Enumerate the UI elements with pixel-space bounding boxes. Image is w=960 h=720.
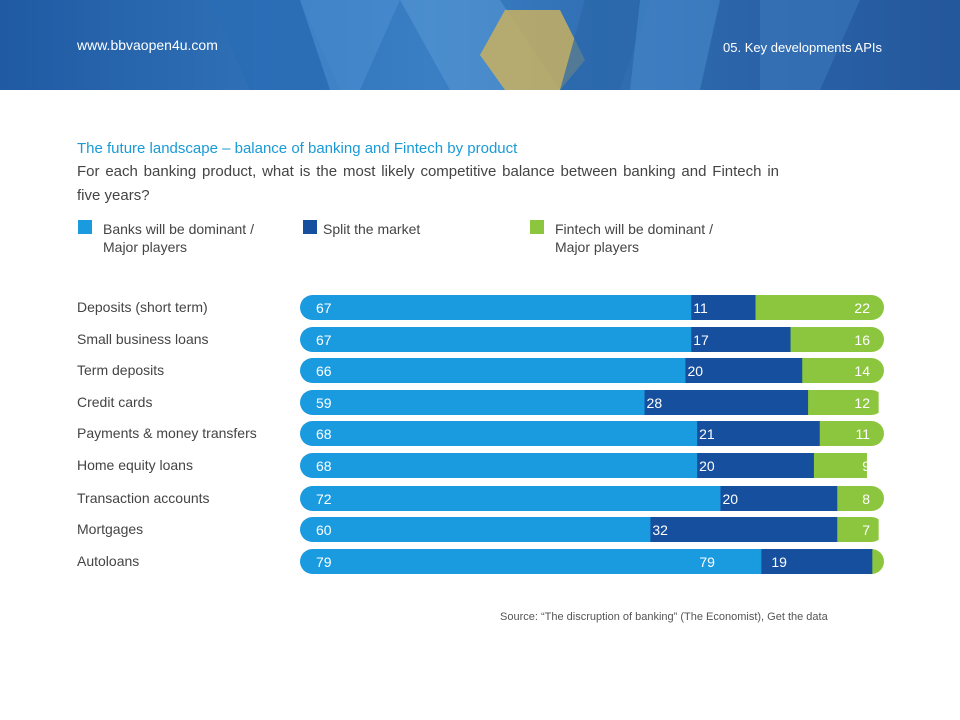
site-url-link[interactable]: www.bbvaopen4u.com	[77, 37, 218, 53]
chart-subtitle: For each banking product, what is the mo…	[77, 163, 779, 204]
bar-segment-banks-will-be-dominant-autoloans	[300, 549, 762, 574]
category-label-credit-cards: Credit cards	[77, 394, 152, 410]
category-label-small-business-loans: Small business loans	[77, 331, 209, 347]
legend-label-banks: Banks will be dominant / Major players	[103, 221, 254, 255]
data-label-term-deposits-0: 66	[316, 363, 332, 379]
bar-row-small-business-loans	[300, 327, 884, 352]
data-label-small-business-loans-1: 17	[693, 332, 709, 348]
data-label-deposits-short-term-0: 67	[316, 300, 332, 316]
data-label-mortgages-0: 60	[316, 522, 332, 538]
category-label-home-equity-loans: Home equity loans	[77, 457, 193, 473]
data-label-transaction-accounts-2: 8	[862, 491, 870, 507]
bar-segment-split-the-market-deposits-short-term	[691, 295, 757, 320]
bar-segment-split-the-market-home-equity-loans	[697, 453, 815, 478]
data-label-payments-money-transfers-1: 21	[699, 426, 715, 442]
bar-segment-fintech-will-be-dominant-autoloans	[872, 549, 884, 574]
data-label-payments-money-transfers-2: 11	[855, 426, 870, 442]
category-label-mortgages: Mortgages	[77, 521, 143, 537]
data-label-deposits-short-term-1: 11	[693, 300, 708, 316]
bar-segment-fintech-will-be-dominant-credit-cards	[808, 390, 879, 415]
legend-swatch-banks	[78, 220, 92, 234]
bar-row-credit-cards	[300, 390, 879, 415]
bar-row-home-equity-loans	[300, 453, 867, 478]
data-label-term-deposits-1: 20	[687, 363, 703, 379]
category-label-term-deposits: Term deposits	[77, 362, 164, 378]
category-label-payments-money-transfers: Payments & money transfers	[77, 425, 257, 441]
data-label-home-equity-loans-0: 68	[316, 458, 332, 474]
bar-segment-banks-will-be-dominant-term-deposits	[300, 358, 686, 383]
data-label-autoloans-1: 79	[699, 554, 715, 570]
header-banner: www.bbvaopen4u.com 05. Key developments …	[0, 0, 960, 90]
bar-segment-fintech-will-be-dominant-small-business-loans	[790, 327, 884, 352]
category-label-transaction-accounts: Transaction accounts	[77, 490, 210, 506]
data-label-transaction-accounts-0: 72	[316, 491, 332, 507]
bar-segment-banks-will-be-dominant-mortgages	[300, 517, 651, 542]
section-label: 05. Key developments APIs	[723, 40, 882, 55]
category-label-autoloans: Autoloans	[77, 553, 139, 569]
bar-segment-fintech-will-be-dominant-deposits-short-term	[755, 295, 884, 320]
legend-swatch-split	[303, 220, 317, 234]
bar-segment-split-the-market-credit-cards	[644, 390, 809, 415]
bar-segment-fintech-will-be-dominant-transaction-accounts	[837, 486, 884, 511]
data-label-payments-money-transfers-0: 68	[316, 426, 332, 442]
bar-segment-split-the-market-mortgages	[650, 517, 838, 542]
bar-row-autoloans	[300, 549, 884, 574]
bar-segment-banks-will-be-dominant-small-business-loans	[300, 327, 692, 352]
data-label-mortgages-2: 7	[862, 522, 870, 538]
data-label-credit-cards-0: 59	[316, 395, 332, 411]
legend-label-split: Split the market	[323, 221, 421, 237]
bar-segment-split-the-market-transaction-accounts	[720, 486, 838, 511]
banner-background	[0, 0, 960, 90]
category-label-deposits-short-term: Deposits (short term)	[77, 299, 208, 315]
bar-segment-banks-will-be-dominant-transaction-accounts	[300, 486, 721, 511]
chart-title: The future landscape – balance of bankin…	[77, 140, 518, 157]
bar-segment-banks-will-be-dominant-home-equity-loans	[300, 453, 698, 478]
data-label-autoloans-2: 19	[771, 554, 787, 570]
legend-label-fintech: Fintech will be dominant / Major players	[555, 221, 713, 255]
bar-segment-fintech-will-be-dominant-term-deposits	[802, 358, 884, 383]
bar-segment-banks-will-be-dominant-deposits-short-term	[300, 295, 692, 320]
bar-segment-fintech-will-be-dominant-home-equity-loans	[813, 453, 867, 478]
data-label-autoloans-0: 79	[316, 554, 332, 570]
bar-row-transaction-accounts	[300, 486, 884, 511]
bar-row-deposits-short-term	[300, 295, 884, 320]
bar-segment-split-the-market-small-business-loans	[691, 327, 792, 352]
data-label-small-business-loans-2: 16	[854, 332, 870, 348]
bar-row-mortgages	[300, 517, 879, 542]
bar-segment-banks-will-be-dominant-credit-cards	[300, 390, 646, 415]
bar-segment-split-the-market-autoloans	[761, 549, 873, 574]
data-label-mortgages-1: 32	[652, 522, 668, 538]
data-label-home-equity-loans-1: 20	[699, 458, 715, 474]
data-label-credit-cards-1: 28	[647, 395, 663, 411]
data-label-small-business-loans-0: 67	[316, 332, 332, 348]
data-label-deposits-short-term-2: 22	[854, 300, 870, 316]
data-label-credit-cards-2: 12	[854, 395, 870, 411]
bar-segment-fintech-will-be-dominant-mortgages	[837, 517, 879, 542]
bar-segment-split-the-market-term-deposits	[685, 358, 803, 383]
data-label-term-deposits-2: 14	[854, 363, 870, 379]
source-note: Source: “The discruption of banking” (Th…	[500, 611, 828, 623]
legend-swatch-fintech	[530, 220, 544, 234]
bar-row-payments-money-transfers	[300, 421, 884, 446]
bar-row-term-deposits	[300, 358, 884, 383]
bar-segment-fintech-will-be-dominant-payments-money-transfers	[819, 421, 884, 446]
data-label-home-equity-loans-2: 9	[862, 458, 870, 474]
bar-segment-split-the-market-payments-money-transfers	[697, 421, 821, 446]
data-label-transaction-accounts-1: 20	[722, 491, 738, 507]
bar-segment-banks-will-be-dominant-payments-money-transfers	[300, 421, 698, 446]
